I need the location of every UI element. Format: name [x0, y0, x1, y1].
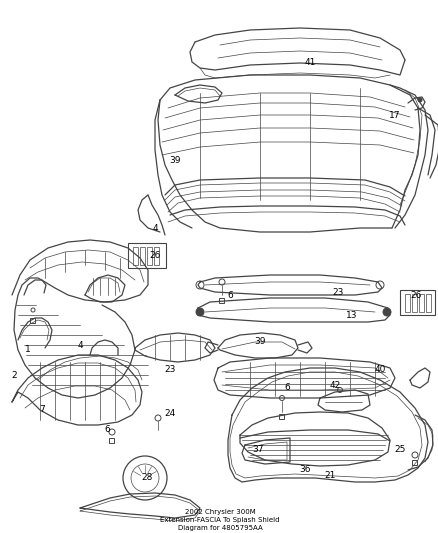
- Circle shape: [382, 308, 390, 316]
- Bar: [279, 414, 284, 418]
- Text: 4: 4: [152, 223, 157, 232]
- Bar: [133, 247, 138, 265]
- Circle shape: [195, 308, 204, 316]
- Text: 6: 6: [104, 425, 110, 434]
- Bar: [128, 243, 166, 268]
- Bar: [404, 294, 409, 312]
- Circle shape: [417, 98, 421, 102]
- Text: 17: 17: [389, 110, 400, 119]
- Text: 36: 36: [299, 465, 310, 474]
- Text: 4: 4: [77, 341, 83, 350]
- Bar: [418, 294, 423, 312]
- Text: 40: 40: [374, 366, 385, 375]
- Text: 1: 1: [25, 345, 31, 354]
- Bar: [154, 247, 159, 265]
- Bar: [425, 294, 430, 312]
- Bar: [399, 290, 434, 315]
- Text: 23: 23: [332, 287, 343, 296]
- Text: 42: 42: [328, 381, 340, 390]
- Text: 6: 6: [283, 384, 289, 392]
- Text: 7: 7: [39, 406, 45, 415]
- Bar: [147, 247, 152, 265]
- Bar: [30, 318, 35, 322]
- Text: 2: 2: [11, 370, 17, 379]
- Bar: [411, 294, 416, 312]
- Text: 21: 21: [324, 471, 335, 480]
- Text: 2002 Chrysler 300M
Extension-FASCIA To Splash Shield
Diagram for 4805795AA: 2002 Chrysler 300M Extension-FASCIA To S…: [160, 509, 279, 531]
- Bar: [140, 247, 145, 265]
- Text: 26: 26: [410, 290, 421, 300]
- Text: 37: 37: [252, 446, 263, 455]
- Text: 23: 23: [164, 366, 175, 375]
- Text: 25: 25: [393, 446, 405, 455]
- Text: 28: 28: [141, 473, 152, 482]
- Text: 26: 26: [149, 251, 160, 260]
- Text: 24: 24: [164, 408, 175, 417]
- Text: 39: 39: [254, 337, 265, 346]
- Text: 41: 41: [304, 58, 315, 67]
- Bar: [109, 438, 114, 442]
- Bar: [412, 459, 417, 464]
- Text: 13: 13: [346, 311, 357, 319]
- Text: 6: 6: [226, 290, 232, 300]
- Text: 39: 39: [169, 156, 180, 165]
- Bar: [219, 297, 224, 303]
